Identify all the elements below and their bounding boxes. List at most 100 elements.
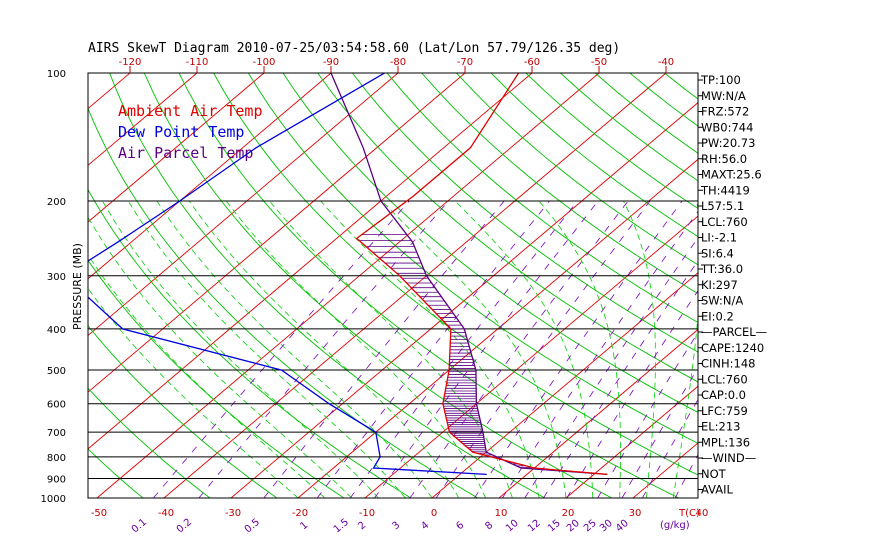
index-entry: TT:36.0 — [700, 262, 743, 276]
isotherm-line — [364, 215, 698, 498]
isotherm-line — [88, 73, 533, 450]
top-temp-tick-label: -120 — [119, 57, 142, 68]
pressure-tick-label: 500 — [47, 366, 66, 377]
bottom-temp-tick-label: 30 — [629, 508, 642, 519]
dew-point-line — [88, 73, 487, 476]
dry-adiabat-line — [88, 259, 345, 498]
mixing-ratio-label: 15 — [546, 518, 563, 535]
mixing-ratio-label: 20 — [565, 518, 582, 535]
pressure-tick-label: 300 — [47, 272, 66, 283]
bottom-temp-tick-label: -50 — [91, 508, 107, 519]
top-temp-tick-label: -70 — [457, 57, 473, 68]
index-entry: —WIND— — [701, 451, 756, 465]
isotherm-line — [230, 102, 698, 498]
dry-adiabat-line — [803, 73, 870, 498]
isotherm-line — [565, 385, 698, 498]
isotherm-line — [88, 73, 399, 337]
mixing-ratio-line — [435, 200, 651, 498]
index-entry: AVAIL — [701, 483, 734, 497]
bottom-temp-tick-label: 0 — [431, 508, 437, 519]
chart-title: AIRS SkewT Diagram 2010-07-25/03:54:58.6… — [88, 41, 620, 56]
index-entry: MPL:136 — [701, 435, 750, 449]
pressure-tick-label: 1000 — [41, 494, 66, 505]
dry-adiabat-line — [317, 73, 698, 383]
isotherm-line — [88, 73, 265, 223]
mixing-ratio-label: 40 — [614, 518, 631, 535]
isotherm-line — [297, 158, 698, 498]
mixing-ratio-label: 1 — [298, 520, 310, 533]
legend-entry: Air Parcel Temp — [118, 144, 253, 162]
mixing-ratio-label: 0.5 — [243, 517, 262, 536]
dry-adiabat-line — [352, 73, 698, 353]
dry-adiabat-line — [386, 73, 698, 324]
dry-adiabat-line — [109, 73, 546, 498]
index-entry: EI:0.2 — [701, 309, 734, 323]
dry-adiabat-line — [88, 107, 479, 498]
mixing-ratio-label: 25 — [582, 518, 599, 535]
pressure-tick-label: 800 — [47, 453, 66, 464]
index-entry: EL:213 — [701, 420, 741, 434]
dry-adiabat-line — [282, 73, 698, 413]
parcel-temp-line — [330, 73, 608, 476]
bottom-temp-tick-label: 20 — [562, 508, 575, 519]
bottom-temp-tick-label: 10 — [495, 508, 508, 519]
index-entry: L57:5.1 — [701, 199, 744, 213]
mixing-ratio-label: 0.2 — [175, 517, 194, 536]
pressure-tick-label: 900 — [47, 475, 66, 486]
top-temp-tick-label: -110 — [186, 57, 209, 68]
mixing-ratio-label: 30 — [598, 518, 615, 535]
dry-adiabat-line — [88, 387, 211, 498]
dry-adiabat-line — [421, 73, 698, 295]
index-entry: NOT — [701, 467, 727, 481]
top-temp-tick-label: -100 — [253, 57, 276, 68]
index-entry: TH:4419 — [700, 183, 750, 197]
pressure-tick-label: 100 — [47, 69, 66, 80]
profiles — [88, 73, 608, 476]
mixing-ratio-label: 8 — [483, 520, 495, 533]
index-entry: CINH:148 — [701, 357, 756, 371]
y-axis-label: PRESSURE (MB) — [71, 243, 84, 330]
dry-adiabat-line — [88, 325, 278, 498]
legend: Ambient Air Temp Dew Point Temp Air Parcel… — [118, 102, 263, 162]
mixing-ratio-label: 1.5 — [332, 517, 351, 536]
pressure-tick-label: 700 — [47, 428, 66, 439]
mixing-ratio-line — [502, 210, 698, 498]
mixing-ratio-unit: (g/kg) — [660, 520, 690, 531]
top-temp-tick-label: -90 — [323, 57, 339, 68]
index-entry: LFC:759 — [701, 404, 748, 418]
index-entry: MW:N/A — [701, 89, 746, 103]
index-entry: RH:56.0 — [701, 152, 747, 166]
dry-adiabat-line — [769, 73, 870, 498]
isotherm-line — [88, 73, 198, 166]
isotherm-line — [834, 73, 870, 498]
dry-adiabat-line — [664, 73, 698, 100]
mixing-ratio-label: 6 — [454, 520, 466, 533]
index-entry: MAXT:25.6 — [701, 168, 762, 182]
legend-entry: Dew Point Temp — [118, 123, 244, 141]
top-temp-tick-label: -40 — [658, 57, 674, 68]
mixing-ratio-line — [473, 200, 683, 498]
index-entry: —PARCEL— — [701, 325, 767, 339]
mixing-ratio-line — [153, 200, 410, 498]
mixing-ratio-line — [349, 200, 579, 498]
bottom-temp-tick-label: -30 — [225, 508, 241, 519]
moist-adiabat-line — [88, 216, 352, 498]
moist-adiabat-line — [88, 254, 326, 498]
mixing-ratio-label: 2 — [356, 520, 368, 533]
pressure-tick-label: 200 — [47, 197, 66, 208]
moist-adiabat-line — [156, 200, 433, 498]
mixing-ratio-label: 12 — [526, 518, 543, 535]
index-entry: LCL:760 — [701, 215, 748, 229]
index-entry: KI:297 — [701, 278, 738, 292]
index-entry: CAPE:1240 — [701, 341, 764, 355]
isotherm-line — [88, 73, 466, 393]
index-entry: FRZ:572 — [701, 105, 749, 119]
dry-adiabat-line — [838, 73, 870, 498]
top-temp-tick-label: -60 — [524, 57, 540, 68]
dry-adiabat-line — [88, 188, 412, 498]
pressure-tick-label: 600 — [47, 400, 66, 411]
isotherm-line — [767, 73, 870, 498]
